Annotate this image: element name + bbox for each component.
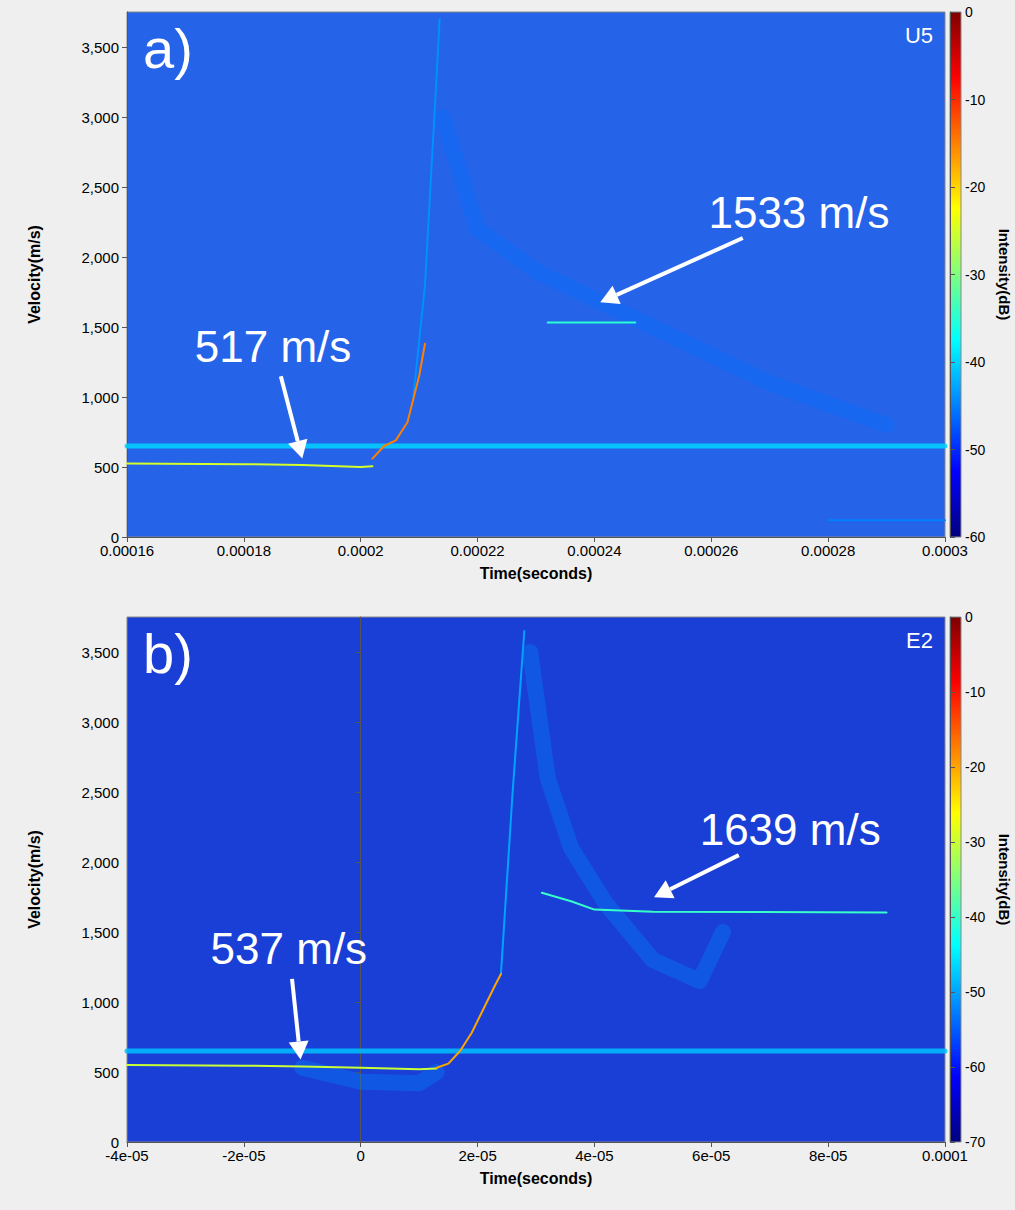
svg-text:4e-05: 4e-05: [575, 1147, 613, 1164]
svg-text:-30: -30: [965, 834, 985, 850]
svg-text:Velocity(m/s): Velocity(m/s): [26, 830, 43, 929]
svg-text:1,000: 1,000: [81, 389, 119, 406]
svg-text:1,500: 1,500: [81, 924, 119, 941]
svg-text:U5: U5: [905, 23, 933, 48]
svg-text:-2e-05: -2e-05: [222, 1147, 265, 1164]
svg-text:-20: -20: [965, 759, 985, 775]
svg-text:Intensity(dB): Intensity(dB): [996, 834, 1013, 926]
svg-text:-50: -50: [965, 442, 985, 458]
svg-text:-60: -60: [965, 529, 985, 545]
svg-text:1639 m/s: 1639 m/s: [700, 805, 881, 854]
svg-text:0.00018: 0.00018: [217, 542, 271, 559]
svg-text:0: 0: [965, 4, 973, 20]
svg-text:3,500: 3,500: [81, 644, 119, 661]
svg-text:0: 0: [965, 609, 973, 625]
svg-text:Time(seconds): Time(seconds): [480, 1170, 593, 1187]
svg-text:537 m/s: 537 m/s: [211, 924, 368, 973]
svg-text:a): a): [143, 17, 193, 80]
svg-text:3,500: 3,500: [81, 39, 119, 56]
svg-text:2,500: 2,500: [81, 784, 119, 801]
svg-text:0.00026: 0.00026: [684, 542, 738, 559]
svg-text:2,000: 2,000: [81, 854, 119, 871]
svg-text:b): b): [143, 622, 193, 685]
svg-text:500: 500: [94, 459, 119, 476]
svg-text:-10: -10: [965, 684, 985, 700]
svg-text:-50: -50: [965, 984, 985, 1000]
svg-text:517 m/s: 517 m/s: [195, 322, 352, 371]
svg-text:1,500: 1,500: [81, 319, 119, 336]
svg-text:-30: -30: [965, 267, 985, 283]
svg-text:1,000: 1,000: [81, 994, 119, 1011]
svg-text:8e-05: 8e-05: [809, 1147, 847, 1164]
svg-text:E2: E2: [906, 628, 933, 653]
svg-text:0: 0: [357, 1147, 365, 1164]
svg-text:0.00022: 0.00022: [450, 542, 504, 559]
svg-text:2,500: 2,500: [81, 179, 119, 196]
svg-text:500: 500: [94, 1064, 119, 1081]
svg-text:3,000: 3,000: [81, 109, 119, 126]
svg-text:0.0003: 0.0003: [922, 542, 968, 559]
svg-text:Velocity(m/s): Velocity(m/s): [26, 225, 43, 324]
svg-text:Time(seconds): Time(seconds): [480, 565, 593, 582]
svg-text:6e-05: 6e-05: [692, 1147, 730, 1164]
svg-text:-4e-05: -4e-05: [105, 1147, 148, 1164]
svg-text:2,000: 2,000: [81, 249, 119, 266]
svg-text:3,000: 3,000: [81, 714, 119, 731]
svg-text:-70: -70: [965, 1134, 985, 1150]
svg-text:0.0002: 0.0002: [338, 542, 384, 559]
svg-text:0.0001: 0.0001: [922, 1147, 968, 1164]
svg-text:-40: -40: [965, 354, 985, 370]
svg-text:0: 0: [110, 528, 119, 546]
svg-text:0.00024: 0.00024: [567, 542, 621, 559]
svg-text:-60: -60: [965, 1059, 985, 1075]
svg-text:Intensity(dB): Intensity(dB): [996, 229, 1013, 321]
svg-text:0: 0: [110, 1133, 119, 1151]
svg-text:-20: -20: [965, 179, 985, 195]
svg-text:1533 m/s: 1533 m/s: [708, 188, 889, 237]
svg-text:0.00028: 0.00028: [801, 542, 855, 559]
svg-text:-10: -10: [965, 92, 985, 108]
svg-text:-40: -40: [965, 909, 985, 925]
svg-text:2e-05: 2e-05: [458, 1147, 496, 1164]
svg-text:0.00016: 0.00016: [100, 542, 154, 559]
